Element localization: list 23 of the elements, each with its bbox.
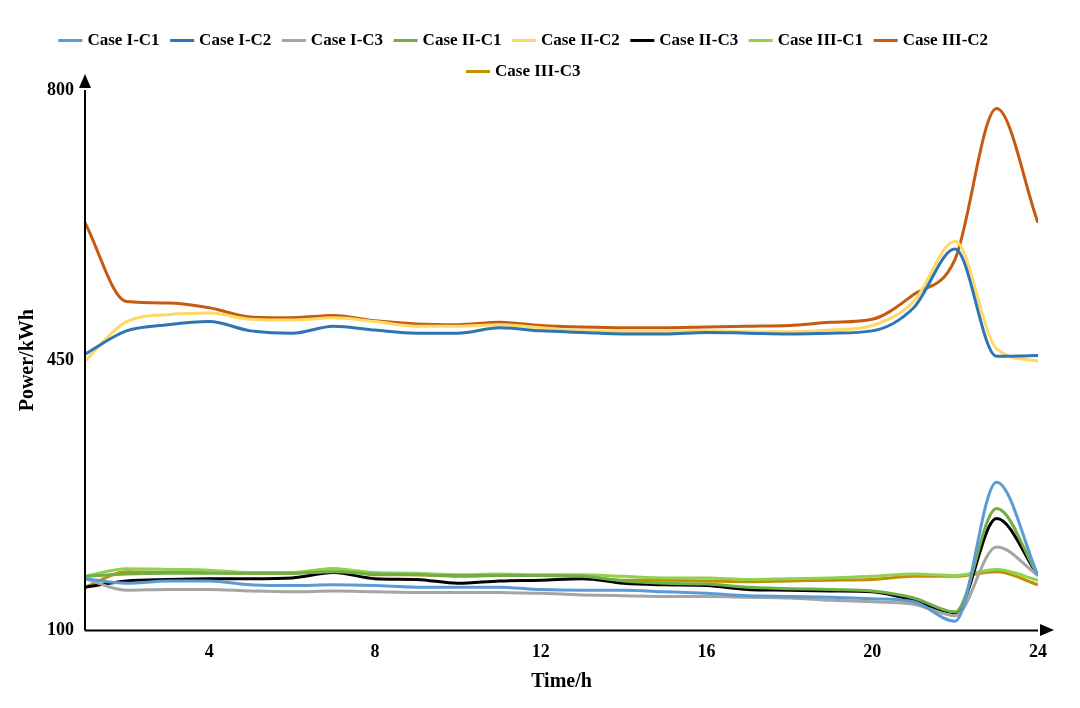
x-axis-title: Time/h [531, 669, 592, 692]
line-series [85, 545, 1038, 618]
x-tick-label: 24 [1029, 640, 1047, 661]
legend-label: Case II-C1 [422, 29, 502, 49]
legend-label: Case I-C3 [310, 29, 384, 49]
x-tick-label: 20 [863, 640, 882, 661]
x-tick-label: 4 [204, 640, 214, 661]
legend-label: Case I-C2 [199, 29, 272, 49]
y-axis-title: Power/kWh [15, 309, 38, 412]
x-tick-label: 16 [697, 640, 716, 661]
legend-label: Case II-C3 [659, 29, 739, 49]
legend-label: Case I-C1 [87, 29, 160, 49]
y-tick-label: 450 [47, 348, 74, 369]
legend-label: Case II-C2 [540, 29, 620, 49]
y-tick-label: 800 [47, 78, 74, 99]
line-series [85, 480, 1038, 623]
legend-label: Case III-C2 [902, 29, 989, 49]
x-tick-label: 8 [370, 640, 380, 661]
legend-label: Case III-C3 [495, 60, 581, 80]
legend-label: Case III-C1 [777, 29, 864, 49]
line-series [85, 107, 1038, 330]
y-tick-label: 100 [47, 619, 74, 640]
x-tick-label: 12 [531, 640, 550, 661]
